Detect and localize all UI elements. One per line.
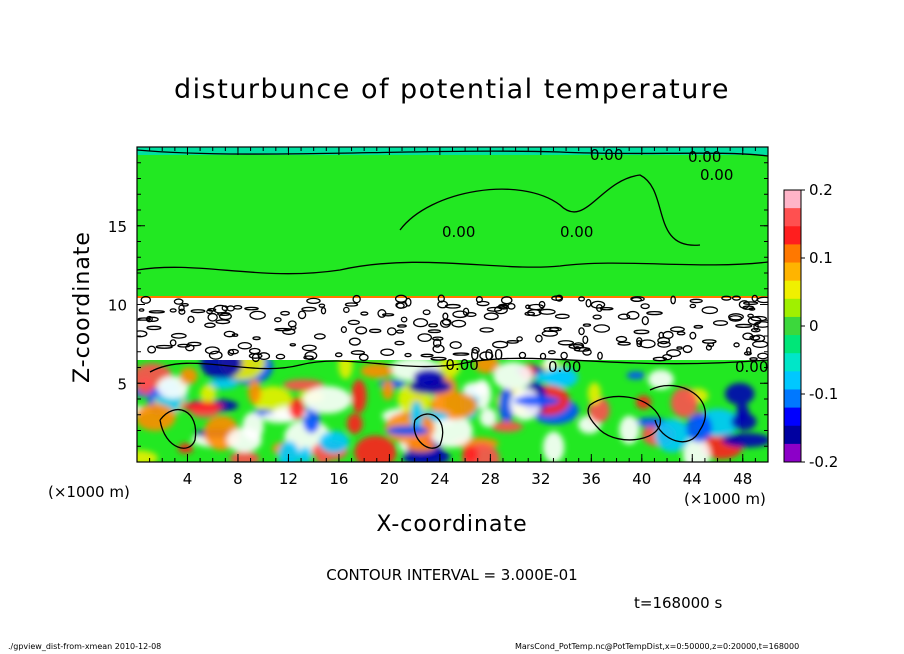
y-tick-label: 10 [108,297,127,315]
footer-left: ./gpview_dist-from-xmean 2010-12-08 [8,642,162,651]
colorbar-segment [784,316,801,336]
colorbar-segment [784,226,801,245]
colorbar: 0.2 0.1 0 -0.1 -0.2 [783,181,838,471]
colorbar-segment [784,280,801,300]
x-tick-label: 40 [632,470,651,488]
x-tick-label: 48 [733,470,752,488]
contour-label: 0.00 [470,346,503,364]
y-tick-label: 15 [108,218,127,236]
colorbar-segment [784,262,801,282]
colorbar-segment [784,389,801,409]
contour-interval: CONTOUR INTERVAL = 3.000E-01 [326,566,578,584]
colorbar-segment [784,425,801,445]
plot-field [137,147,768,462]
x-unit-right: (×1000 m) [684,490,766,508]
colorbar-segment [784,371,801,390]
colorbar-tick-label: -0.2 [809,453,838,471]
colorbar-segment [784,298,801,318]
x-tick-label: 32 [531,470,550,488]
contour-label: 0.00 [548,358,581,376]
contour-label: 0.00 [700,166,733,184]
colorbar-tick-label: 0 [809,317,819,335]
x-tick-label: 12 [279,470,298,488]
contour-label: 0.00 [590,146,623,164]
y-tick-label: 5 [117,375,127,393]
time-label: t=168000 s [634,594,723,612]
colorbar-tick-label: 0.2 [809,181,833,199]
x-tick-label: 44 [683,470,702,488]
contour-label: 0.00 [735,358,768,376]
x-tick-label: 8 [233,470,243,488]
chart-title: disturbunce of potential temperature [174,74,730,105]
x-axis-label: X-coordinate [376,512,528,537]
colorbar-segment [784,407,801,427]
colorbar-segment [784,190,801,209]
x-tick-label: 20 [380,470,399,488]
colorbar-segment [784,335,801,354]
colorbar-segment [784,443,801,463]
x-tick-label: 16 [329,470,348,488]
contour-label: 0.00 [688,148,721,166]
contour-label: 0.00 [560,223,593,241]
x-unit-left: (×1000 m) [48,483,130,501]
colorbar-segment [784,353,801,372]
colorbar-segment [784,244,801,264]
colorbar-tick-label: 0.1 [809,249,833,267]
x-tick-label: 4 [183,470,193,488]
contour-label: 0.00 [442,223,475,241]
x-tick-label: 24 [430,470,449,488]
x-tick-label: 36 [582,470,601,488]
y-axis-label: Z-coordinate [70,231,95,383]
colorbar-segment [784,208,801,227]
footer-right: MarsCond_PotTemp.nc@PotTempDist,x=0:5000… [515,642,800,651]
colorbar-tick-label: -0.1 [809,385,838,403]
contour-label: -0.00 [440,356,479,374]
x-tick-label: 28 [481,470,500,488]
